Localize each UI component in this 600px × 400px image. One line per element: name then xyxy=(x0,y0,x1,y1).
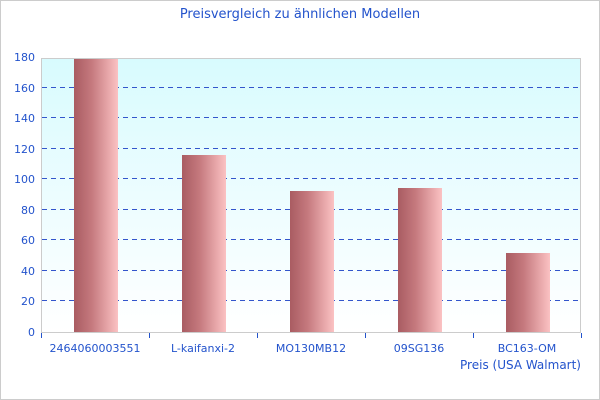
y-tick-label-120: 120 xyxy=(14,142,35,156)
x-axis-tick-2 xyxy=(257,333,258,338)
bar-09SG136 xyxy=(398,188,442,332)
x-category-label-2464060003551: 2464060003551 xyxy=(49,342,141,355)
plot-area xyxy=(41,58,581,333)
gridline-y-100 xyxy=(42,178,580,180)
y-tick-label-180: 180 xyxy=(14,51,35,64)
y-tick-label-60: 60 xyxy=(21,234,35,248)
gridline-y-120 xyxy=(42,147,580,149)
bar-L-kaifanxi-2 xyxy=(182,154,226,332)
y-tick-label-40: 40 xyxy=(21,264,35,278)
y-tick-label-160: 160 xyxy=(14,81,35,95)
y-tick-label-20: 20 xyxy=(21,295,35,309)
x-category-label-MO130MB12: MO130MB12 xyxy=(275,342,347,355)
chart-title: Preisvergleich zu ähnlichen Modellen xyxy=(179,7,421,22)
x-axis-tick-4 xyxy=(473,333,474,338)
gridline-y-140 xyxy=(42,117,580,119)
x-category-label-L-kaifanxi-2: L-kaifanxi-2 xyxy=(171,342,235,355)
x-axis-tick-5 xyxy=(581,333,582,338)
y-tick-label-140: 140 xyxy=(14,112,35,126)
x-axis-tick-0 xyxy=(41,333,42,338)
x-axis-tick-3 xyxy=(365,333,366,338)
y-tick-label-0: 0 xyxy=(28,326,35,339)
bar-MO130MB12 xyxy=(290,191,334,332)
bar-2464060003551 xyxy=(74,58,118,332)
x-axis-label: Preis (USA Walmart) xyxy=(460,358,581,372)
y-tick-label-100: 100 xyxy=(14,173,35,187)
gridline-y-160 xyxy=(42,86,580,88)
bar-BC163-OM xyxy=(506,252,550,332)
x-category-label-09SG136: 09SG136 xyxy=(393,342,445,355)
x-axis-tick-1 xyxy=(149,333,150,338)
x-category-label-BC163-OM: BC163-OM xyxy=(497,342,557,355)
y-tick-label-80: 80 xyxy=(21,203,35,217)
